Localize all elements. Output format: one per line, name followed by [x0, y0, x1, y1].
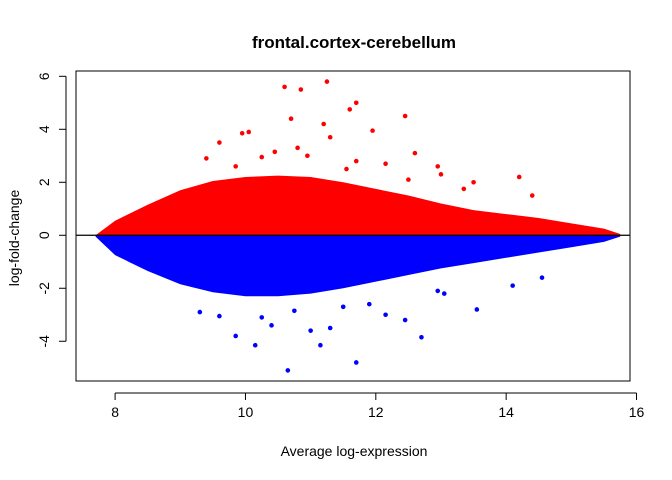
up-point-1: [298, 87, 304, 92]
down-point-20: [259, 315, 265, 320]
y-tick-label-4: 4: [36, 125, 52, 133]
up-point-17: [438, 172, 444, 177]
y-tick-label--2: -2: [36, 282, 52, 295]
upregulated-cloud: [95, 175, 621, 236]
up-point-0: [282, 84, 287, 90]
up-point-9: [246, 129, 252, 135]
up-point-3: [347, 107, 353, 112]
up-point-16: [516, 174, 522, 180]
up-point-21: [272, 149, 278, 155]
up-point-8: [370, 128, 375, 133]
down-point-2: [252, 342, 258, 348]
down-point-9: [402, 317, 408, 323]
down-point-4: [308, 328, 313, 333]
y-axis: -4 -2 0 2 4 6: [36, 72, 67, 348]
x-tick-label-14: 14: [498, 404, 514, 420]
x-axis-label: Average log-expression: [281, 443, 428, 459]
y-tick-label--4: -4: [36, 335, 52, 348]
down-point-15: [197, 309, 203, 315]
up-point-22: [305, 153, 310, 159]
up-point-6: [321, 121, 326, 127]
y-tick-label-6: 6: [36, 72, 52, 80]
x-tick-label-12: 12: [368, 404, 384, 420]
up-point-28: [435, 164, 441, 169]
up-point-26: [233, 164, 238, 169]
data-points: [197, 79, 545, 373]
down-point-17: [366, 301, 372, 307]
x-tick-label-16: 16: [629, 404, 645, 420]
plot-frame: [75, 70, 631, 382]
up-point-12: [327, 134, 333, 140]
up-point-15: [412, 150, 418, 156]
y-axis-label: log-fold-change: [6, 190, 22, 287]
up-point-27: [529, 193, 535, 198]
y-tick-label-0: 0: [36, 231, 52, 239]
up-point-25: [259, 154, 265, 160]
down-point-7: [419, 334, 424, 340]
up-point-24: [344, 166, 349, 172]
up-point-23: [383, 161, 388, 167]
up-point-7: [402, 113, 408, 119]
down-point-12: [510, 283, 515, 288]
up-point-18: [406, 177, 411, 182]
down-point-8: [441, 291, 447, 296]
up-point-11: [217, 140, 222, 145]
down-point-13: [327, 325, 333, 331]
up-point-13: [295, 145, 300, 151]
up-point-4: [353, 100, 359, 106]
chart-title: frontal.cortex-cerebellum: [252, 33, 456, 52]
x-tick-label-8: 8: [111, 404, 119, 420]
down-point-10: [383, 312, 388, 318]
down-point-6: [269, 323, 274, 328]
y-tick-label-2: 2: [36, 178, 52, 186]
down-point-11: [474, 307, 480, 312]
up-point-14: [353, 158, 359, 164]
down-point-18: [435, 288, 441, 294]
down-point-3: [318, 342, 323, 348]
down-point-5: [233, 333, 238, 339]
up-point-5: [288, 116, 294, 121]
down-point-16: [292, 308, 297, 314]
down-point-1: [353, 360, 359, 365]
downregulated-cloud: [95, 235, 621, 297]
down-point-0: [285, 368, 291, 373]
up-point-29: [461, 186, 467, 192]
x-tick-label-10: 10: [238, 404, 254, 420]
up-point-19: [471, 179, 476, 185]
down-point-19: [539, 275, 545, 280]
down-point-14: [217, 313, 222, 319]
up-point-20: [204, 156, 209, 161]
x-axis: 8 10 12 14 16: [111, 392, 645, 420]
point-cloud: [95, 175, 621, 297]
up-point-10: [239, 130, 245, 136]
up-point-2: [324, 79, 330, 84]
down-point-21: [340, 304, 346, 310]
